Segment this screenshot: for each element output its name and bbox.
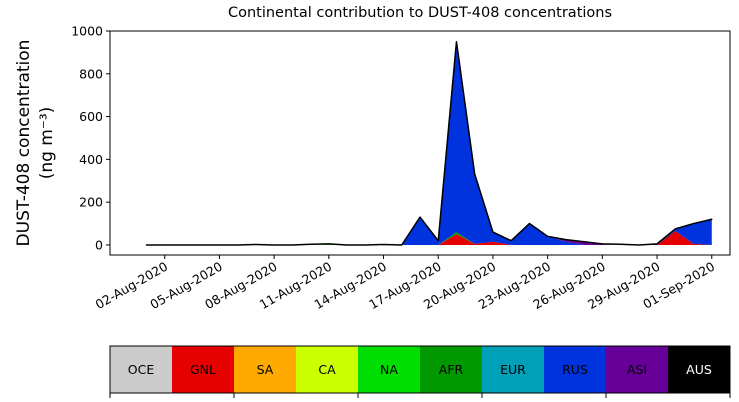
legend-swatch (110, 346, 172, 393)
legend-swatch (358, 346, 420, 393)
legend-label: CA (318, 362, 336, 377)
legend-swatch (234, 346, 296, 393)
legend-swatch (420, 346, 482, 393)
legend-label: AUS (686, 362, 712, 377)
legend-swatch (606, 346, 668, 393)
area (146, 41, 712, 245)
y-tick-label: 400 (79, 152, 103, 167)
plot-frame (109, 30, 731, 256)
legend-swatch (544, 346, 606, 393)
y-axis-label: DUST-408 concentration (14, 40, 34, 247)
legend-swatch (668, 346, 730, 393)
legend-label: SA (257, 362, 274, 377)
legend-label: RUS (562, 362, 588, 377)
area (145, 40, 713, 246)
legend-frame (109, 345, 731, 394)
y-tick-label: 1000 (71, 24, 103, 39)
legend-swatch (172, 346, 234, 393)
legend-label: NA (380, 362, 398, 377)
legend-label: AFR (439, 362, 464, 377)
legend-label: OCE (128, 362, 155, 377)
y-tick-label: 600 (79, 109, 103, 124)
y-axis-label: (ng m⁻³) (37, 107, 57, 180)
y-tick-label: 200 (79, 195, 103, 210)
legend-swatch (482, 346, 544, 393)
y-tick-label: 0 (95, 237, 103, 252)
legend-label: GNL (190, 362, 216, 377)
legend-label: EUR (500, 362, 526, 377)
chart-title: Continental contribution to DUST-408 con… (228, 5, 612, 21)
y-tick-label: 800 (79, 66, 103, 81)
legend-label: ASI (627, 362, 647, 377)
legend-swatch (296, 346, 358, 393)
area (146, 41, 712, 245)
